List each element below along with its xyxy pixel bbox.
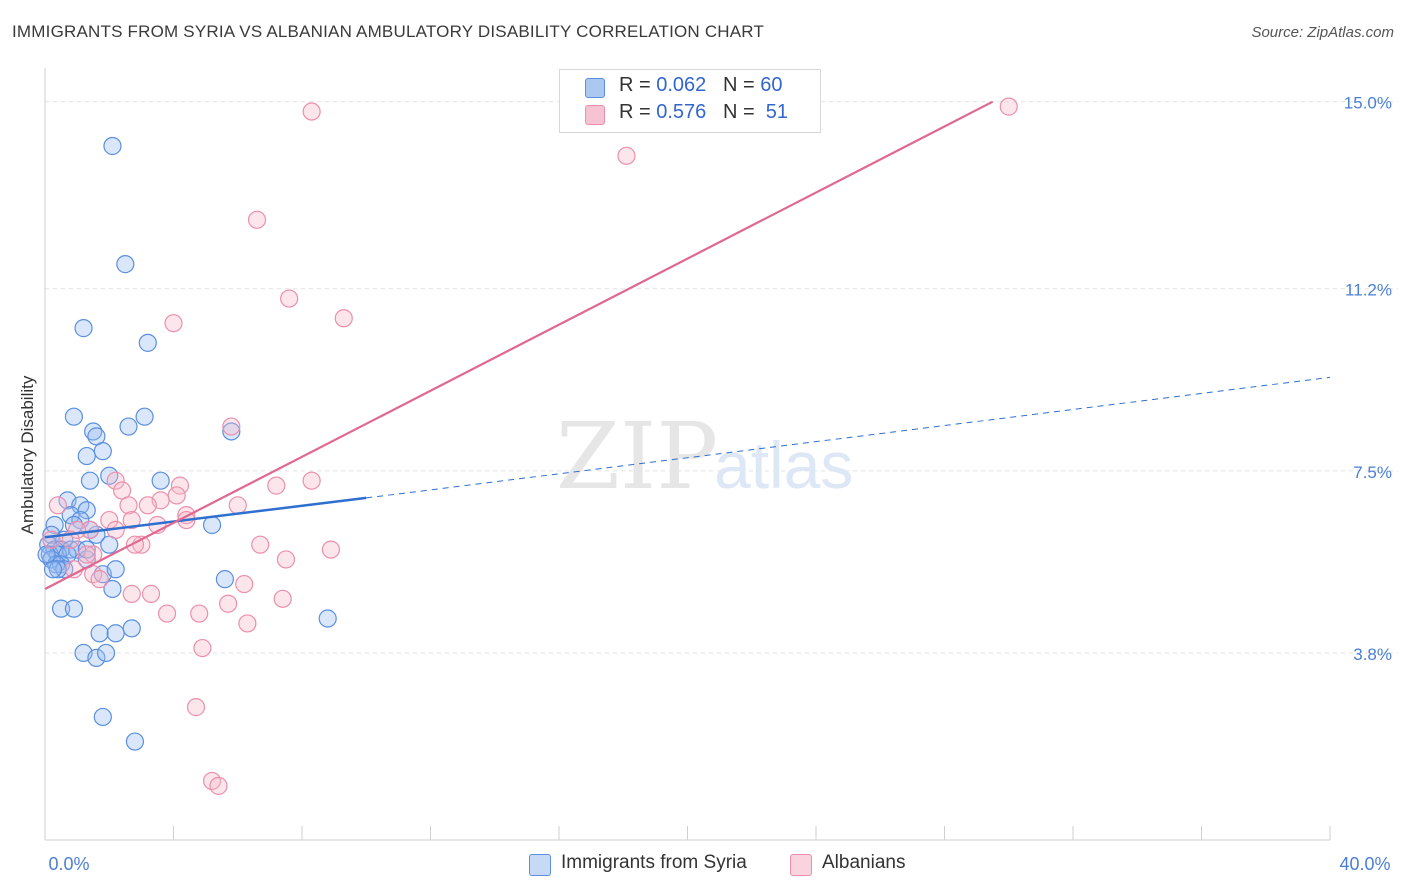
syria-point <box>90 624 109 643</box>
legend-text-albanians: R = 0.576 N = 51 <box>619 101 789 123</box>
legend-label-albanians: Albanians <box>822 852 906 873</box>
y-tick-label: 11.2% <box>1345 281 1392 300</box>
albanian-point <box>273 589 292 608</box>
syria-point <box>151 471 170 490</box>
syria-point <box>77 446 96 466</box>
y-tick-label: 15.0% <box>1344 94 1392 113</box>
albanian-point <box>334 309 353 328</box>
syria-point <box>93 707 112 727</box>
albanian-point <box>219 594 238 613</box>
albanian-point <box>235 574 254 594</box>
syria-point <box>64 599 84 618</box>
syria-point <box>77 501 96 520</box>
albanian-point <box>999 97 1018 116</box>
syria-point <box>125 732 145 751</box>
legend-swatch-syria-bottom <box>529 854 551 876</box>
albanian-point <box>122 584 141 603</box>
albanian-point <box>164 314 183 333</box>
correlation-legend: R = 0.062 N = 60 R = 0.576 N = 51 <box>559 69 821 133</box>
albanian-point <box>167 486 186 505</box>
albanian-point <box>267 476 286 495</box>
albanian-point <box>209 776 228 795</box>
albanian-point <box>238 614 257 633</box>
albanian-point <box>251 535 270 554</box>
syria-point <box>37 545 56 564</box>
syria-point <box>116 255 135 274</box>
syria-point <box>48 560 67 579</box>
syria-point <box>103 136 122 156</box>
syria-trend-extension <box>366 376 1331 499</box>
syria-point <box>122 619 141 638</box>
albanian-point <box>228 496 247 515</box>
legend-swatch-albanians <box>585 105 605 125</box>
x-tick-label-min: 0.0% <box>48 854 89 874</box>
syria-point <box>318 609 337 628</box>
syria-point <box>138 333 157 352</box>
albanian-point <box>90 570 109 589</box>
syria-point <box>93 442 112 461</box>
albanian-point <box>170 476 190 495</box>
albanian-point <box>276 550 296 569</box>
chart-source: Source: ZipAtlas.com <box>1251 24 1394 41</box>
syria-point <box>135 407 154 426</box>
albanian-point <box>190 604 209 623</box>
syria-point <box>106 560 125 579</box>
albanian-point <box>122 510 141 530</box>
syria-point <box>96 643 116 663</box>
watermark-zip: ZIP <box>556 403 718 510</box>
x-tick-label-max: 40.0% <box>1339 854 1390 874</box>
albanian-point <box>138 496 157 515</box>
legend-swatch-albanians-bottom <box>790 854 812 876</box>
legend-text-syria: R = 0.062 N = 60 <box>619 74 783 96</box>
albanian-point <box>141 584 161 603</box>
albanian-point <box>48 496 67 515</box>
legend-swatch-syria <box>585 78 605 98</box>
syria-point <box>103 579 122 599</box>
legend-label-syria: Immigrants from Syria <box>561 852 747 873</box>
syria-point <box>106 624 125 643</box>
albanian-point <box>222 417 241 436</box>
albanian-trend-line <box>44 100 994 590</box>
albanian-point <box>106 471 125 490</box>
syria-trend-line <box>44 496 367 539</box>
syria-point <box>80 471 100 490</box>
watermark-atlas: atlas <box>714 428 853 502</box>
y-tick-label: 3.8% <box>1353 645 1392 664</box>
albanian-point <box>302 102 321 121</box>
albanian-point <box>42 530 61 549</box>
albanian-point <box>247 210 267 229</box>
albanian-point <box>119 496 138 515</box>
syria-point <box>84 422 103 441</box>
syria-point <box>222 422 241 441</box>
syria-point <box>202 515 222 535</box>
albanian-point <box>280 289 299 308</box>
albanian-point <box>193 638 212 658</box>
albanian-point <box>157 604 177 623</box>
chart-title: IMMIGRANTS FROM SYRIA VS ALBANIAN AMBULA… <box>12 22 765 41</box>
albanian-point <box>321 540 341 559</box>
syria-point <box>215 570 234 589</box>
syria-point <box>119 417 138 436</box>
syria-point <box>74 319 93 338</box>
albanian-point <box>302 471 321 490</box>
y-tick-label: 7.5% <box>1353 463 1392 482</box>
syria-point <box>87 648 106 667</box>
syria-point <box>51 599 71 618</box>
albanian-point <box>617 146 636 165</box>
syria-point <box>45 515 64 535</box>
albanian-point <box>77 545 96 564</box>
albanian-point <box>186 698 206 717</box>
syria-point <box>64 407 84 426</box>
